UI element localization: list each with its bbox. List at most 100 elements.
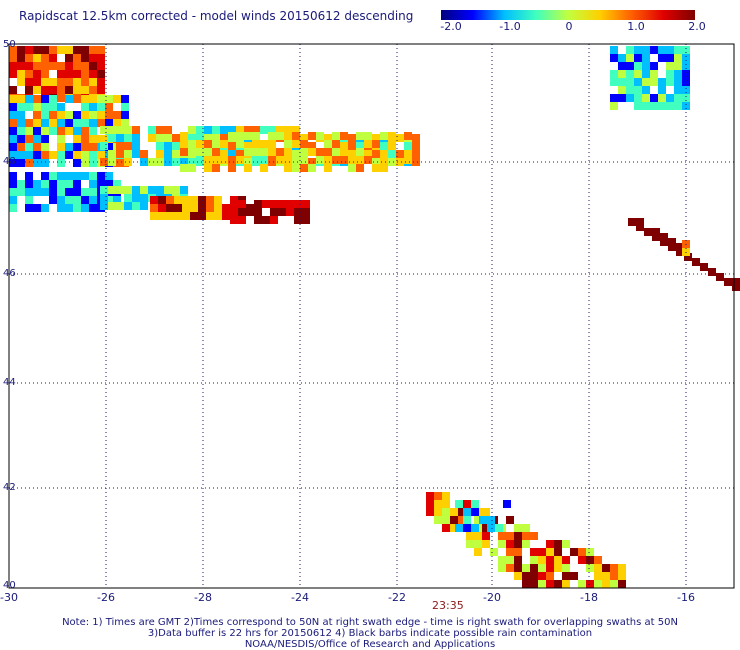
swath-cell [634, 70, 642, 78]
swath-cell [17, 119, 25, 127]
swath-cell [73, 188, 81, 196]
swath-cell [474, 516, 482, 524]
swath-cell [506, 516, 514, 524]
swath-cell [124, 158, 132, 166]
swath-cell [89, 159, 97, 167]
swath-cell [498, 532, 506, 540]
swath-cell [246, 208, 254, 216]
swath-cell [396, 134, 404, 142]
swath-cell [498, 556, 506, 564]
swath-cell [57, 62, 65, 70]
swath-cell [41, 159, 49, 167]
swath-cell [182, 196, 190, 204]
swath-cell [412, 150, 420, 158]
swath-cell [214, 204, 222, 212]
swath-cell [244, 158, 252, 166]
swath-cell [324, 140, 332, 148]
swath-cell [9, 196, 17, 204]
swath-cell [618, 54, 626, 62]
swath-cell [546, 556, 554, 564]
swath-cell [650, 70, 658, 78]
swath-cell [25, 180, 33, 188]
swath-cell [434, 508, 442, 516]
swath-cell [626, 62, 634, 70]
swath-cell [546, 540, 554, 548]
swath-cell [156, 126, 164, 134]
swath-cell [33, 62, 41, 70]
swath-cell [65, 204, 73, 212]
swath-cell [113, 95, 121, 103]
swath-cell [132, 126, 140, 134]
swath-cell [196, 134, 204, 142]
swath-cell [81, 95, 89, 103]
swath-cell [636, 223, 644, 231]
swath-cell [364, 156, 372, 164]
wind-difference-swaths [9, 46, 740, 588]
swath-cell [65, 196, 73, 204]
swath-cell [180, 140, 188, 148]
swath-cell [172, 134, 180, 142]
swath-cell [650, 62, 658, 70]
swath-cell [388, 132, 396, 140]
swath-cell [180, 158, 188, 166]
swath-cell [9, 188, 17, 196]
swath-cell [594, 572, 602, 580]
swath-cell [562, 556, 570, 564]
swath-cell [57, 78, 65, 86]
swath-cell [124, 186, 132, 194]
swath-cell [618, 78, 626, 86]
swath-cell [674, 54, 682, 62]
swath-cell [634, 102, 642, 110]
swath-cell [506, 540, 514, 548]
swath-cell [196, 158, 204, 166]
swath-cell [682, 70, 690, 78]
swath-cell [340, 150, 348, 158]
swath-cell [108, 126, 116, 134]
swath-cell [268, 158, 276, 166]
swath-cell [57, 70, 65, 78]
swath-cell [302, 216, 310, 224]
swath-cell [97, 119, 105, 127]
lat-tick-label: 44 [3, 377, 16, 388]
swath-cell [89, 204, 97, 212]
swath-cell [450, 516, 458, 524]
swath-cell [340, 132, 348, 140]
swath-cell [9, 62, 17, 70]
swath-cell [442, 524, 450, 532]
swath-cell [676, 243, 684, 251]
map-title: Rapidscat 12.5km corrected - model winds… [19, 9, 414, 23]
swath-cell [9, 180, 17, 188]
swath-cell [97, 111, 105, 119]
swath-cell [57, 196, 65, 204]
swath-cell [33, 86, 41, 94]
swath-cell [65, 111, 73, 119]
swath-cell [65, 95, 73, 103]
swath-cell [684, 253, 692, 261]
swath-cell [482, 532, 490, 540]
swath-cell [642, 78, 650, 86]
swath-cell [302, 200, 310, 208]
swath-cell [586, 580, 594, 588]
swath-cell [618, 564, 626, 572]
swath-cell [642, 70, 650, 78]
swath-cell [100, 186, 108, 194]
swath-cell [434, 516, 442, 524]
swath-cell [302, 208, 310, 216]
swath-cell [81, 127, 89, 135]
swath-cell [308, 132, 316, 140]
swath-cell [450, 524, 458, 532]
swath-cell [300, 140, 308, 148]
swath-cell [113, 180, 121, 188]
swath-cell [586, 564, 594, 572]
swath-cell [254, 216, 262, 224]
swath-cell [212, 148, 220, 156]
swath-cell [276, 132, 284, 140]
swath-cell [682, 94, 690, 102]
swath-cell [236, 140, 244, 148]
swath-cell [81, 78, 89, 86]
swath-cell [57, 127, 65, 135]
swath-cell [666, 78, 674, 86]
swath-cell [471, 524, 479, 532]
swath-cell [65, 86, 73, 94]
swath-cell [634, 86, 642, 94]
